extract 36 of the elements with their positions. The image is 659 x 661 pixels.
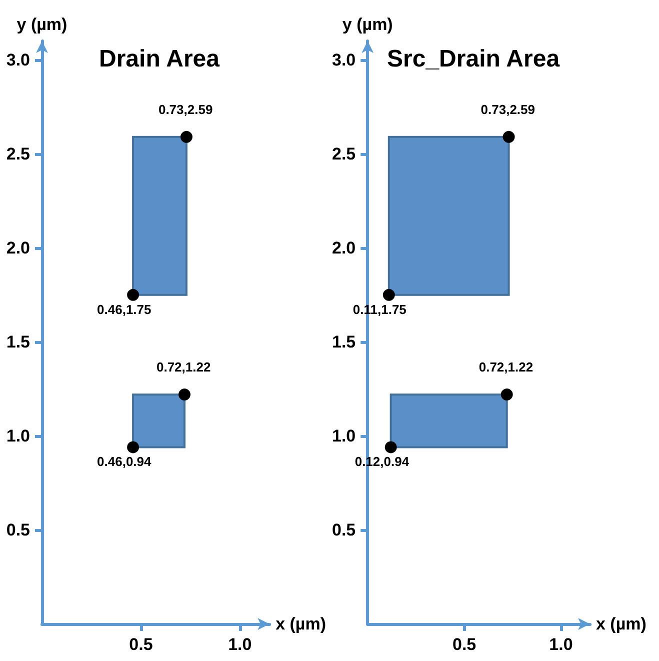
data-label: 0.72,1.22 <box>478 360 534 375</box>
y-tick-label: 1.5 <box>332 332 356 352</box>
point <box>500 388 513 401</box>
y-tick-label: 0.5 <box>332 520 356 540</box>
data-label: 0.73,2.59 <box>480 102 536 117</box>
x-axis-title: x (µm) <box>596 614 646 634</box>
y-axis-title: y (µm) <box>342 15 393 34</box>
point <box>502 130 515 143</box>
point <box>127 288 140 301</box>
x-tick-label: 0.5 <box>452 635 476 654</box>
data-label: 0.73,2.59 <box>158 102 213 117</box>
y-tick-label: 1.5 <box>6 332 30 352</box>
point <box>180 130 192 143</box>
data-label: 0.46,1.75 <box>97 302 152 317</box>
point <box>382 288 395 301</box>
x-tick-label: 0.5 <box>129 635 153 654</box>
x-tick-label: 1.0 <box>228 635 252 654</box>
data-label: 0.46,0.94 <box>97 454 152 470</box>
point <box>178 388 190 401</box>
y-tick-label: 3.0 <box>6 50 30 70</box>
chart-title: Drain Area <box>99 46 220 72</box>
y-tick-label: 2.0 <box>6 238 30 258</box>
y-tick-label: 2.5 <box>332 144 356 164</box>
y-tick-label: 2.0 <box>332 238 356 258</box>
point <box>384 441 397 454</box>
x-tick-label: 1.0 <box>549 635 573 654</box>
y-axis-title: y (µm) <box>16 15 68 34</box>
y-tick-label: 1.0 <box>332 426 356 446</box>
chart-title: Src_Drain Area <box>387 46 560 72</box>
y-tick-label: 1.0 <box>6 426 30 446</box>
data-label: 0.72,1.22 <box>156 360 211 375</box>
y-tick-label: 3.0 <box>332 50 356 70</box>
point <box>127 441 140 454</box>
x-axis-title: x (µm) <box>276 614 326 634</box>
y-tick-label: 0.5 <box>6 520 30 540</box>
y-tick-label: 2.5 <box>6 144 30 164</box>
